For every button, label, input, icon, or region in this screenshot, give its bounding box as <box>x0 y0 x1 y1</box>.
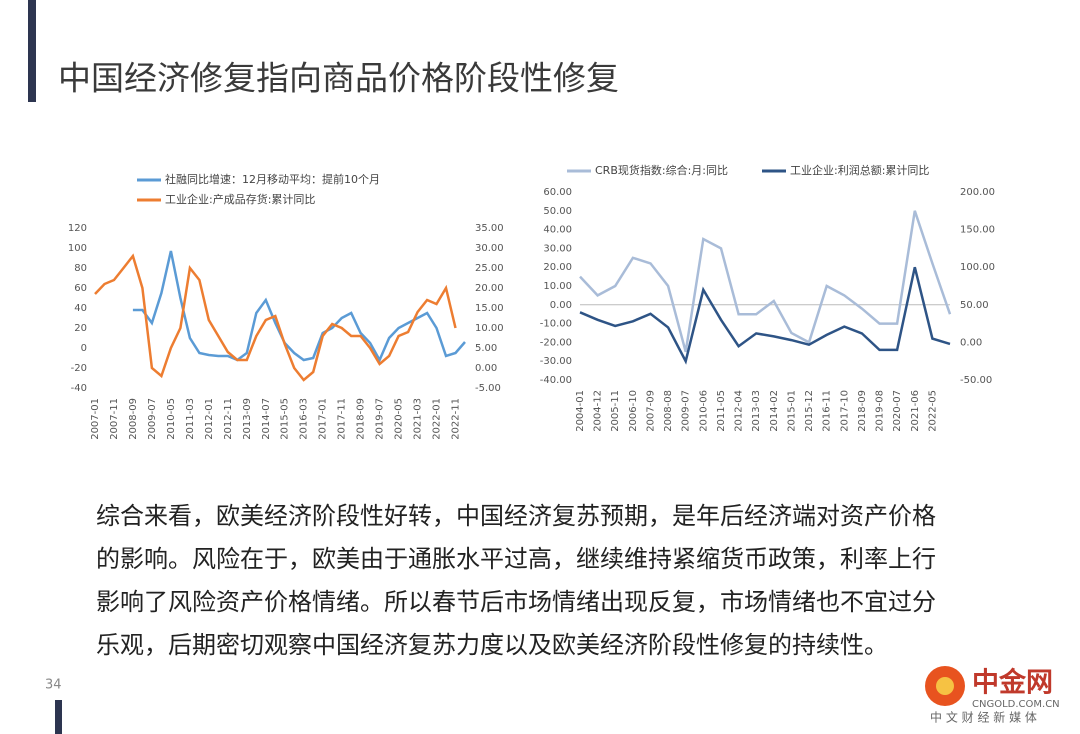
page-number: 34 <box>45 678 62 693</box>
y-tick-label: -10.00 <box>540 319 572 330</box>
y-tick-label: 10.00 <box>543 281 572 292</box>
y2-tick-label: -5.00 <box>475 383 501 394</box>
x-tick-label: 2021-06 <box>910 390 921 432</box>
y-tick-label: 20.00 <box>543 262 572 273</box>
x-tick-label: 2013-03 <box>751 390 762 432</box>
y2-tick-label: 100.00 <box>960 262 995 273</box>
y2-tick-label: 35.00 <box>475 223 504 234</box>
y-tick-label: 100 <box>68 243 87 254</box>
y-tick-label: 50.00 <box>543 206 572 217</box>
y-tick-label: -40 <box>71 383 87 394</box>
x-tick-label: 2007-01 <box>90 398 101 440</box>
x-tick-label: 2022-01 <box>432 398 443 440</box>
series-line <box>94 253 457 382</box>
body-text: 综合来看，欧美经济阶段性好转，中国经济复苏预期，是年后经济端对资产价格 的影响。… <box>96 495 936 667</box>
x-tick-label: 2017-11 <box>337 398 348 440</box>
x-tick-label: 2014-02 <box>769 390 780 432</box>
x-tick-label: 2015-01 <box>786 390 797 432</box>
x-tick-label: 2007-11 <box>109 398 120 440</box>
series-line <box>132 250 466 363</box>
x-tick-label: 2005-11 <box>610 390 621 432</box>
x-tick-label: 2016-11 <box>822 390 833 432</box>
series-line <box>579 266 951 365</box>
y2-tick-label: 50.00 <box>960 300 989 311</box>
y-tick-label: -20.00 <box>540 337 572 348</box>
x-tick-label: 2017-01 <box>318 398 329 440</box>
logo-tagline: 中 文 财 经 新 媒 体 <box>930 710 1037 725</box>
x-tick-label: 2012-04 <box>734 390 745 432</box>
y-tick-label: 0.00 <box>550 300 572 311</box>
x-tick-label: 2008-09 <box>128 398 139 440</box>
body-line: 的影响。风险在于，欧美由于通胀水平过高，继续维持紧缩货币政策，利率上行 <box>96 545 936 573</box>
y2-tick-label: 10.00 <box>475 323 504 334</box>
x-tick-label: 2008-08 <box>663 390 674 432</box>
x-tick-label: 2022-05 <box>927 390 938 432</box>
y-tick-label: 60.00 <box>543 187 572 198</box>
x-tick-label: 2004-01 <box>575 390 586 432</box>
y2-tick-label: 15.00 <box>475 303 504 314</box>
y-tick-label: 30.00 <box>543 243 572 254</box>
footer-bar <box>55 700 62 734</box>
y2-tick-label: 20.00 <box>475 283 504 294</box>
x-tick-label: 2018-09 <box>356 398 367 440</box>
logo-url: CNGOLD.COM.CN <box>972 699 1060 710</box>
series-line <box>579 210 952 353</box>
x-tick-label: 2010-05 <box>166 398 177 440</box>
body-line: 综合来看，欧美经济阶段性好转，中国经济复苏预期，是年后经济端对资产价格 <box>96 502 936 530</box>
x-tick-label: 2015-12 <box>804 390 815 432</box>
x-tick-label: 2020-05 <box>394 398 405 440</box>
legend-label: 工业企业:利润总额:累计同比 <box>790 163 929 177</box>
y2-tick-label: 25.00 <box>475 263 504 274</box>
y2-tick-label: 0.00 <box>475 363 497 374</box>
body-line: 乐观，后期密切观察中国经济复苏力度以及欧美经济阶段性修复的持续性。 <box>96 631 888 659</box>
x-tick-label: 2022-11 <box>451 398 462 440</box>
y2-tick-label: 0.00 <box>960 337 982 348</box>
x-tick-label: 2011-03 <box>185 398 196 440</box>
y-tick-label: 40 <box>74 303 87 314</box>
x-tick-label: 2019-08 <box>875 390 886 432</box>
y2-tick-label: 5.00 <box>475 343 497 354</box>
x-tick-label: 2009-07 <box>681 390 692 432</box>
y2-tick-label: 150.00 <box>960 225 995 236</box>
x-tick-label: 2014-07 <box>261 398 272 440</box>
y-tick-label: -20 <box>71 363 87 374</box>
y-tick-label: -40.00 <box>540 375 572 386</box>
x-tick-label: 2004-12 <box>593 390 604 432</box>
x-tick-label: 2012-11 <box>223 398 234 440</box>
body-line: 影响了风险资产价格情绪。所以春节后市场情绪出现反复，市场情绪也不宜过分 <box>96 588 936 616</box>
x-tick-label: 2020-07 <box>892 390 903 432</box>
x-tick-label: 2010-06 <box>698 390 709 432</box>
x-tick-label: 2013-09 <box>242 398 253 440</box>
y-tick-label: -30.00 <box>540 356 572 367</box>
y-tick-label: 120 <box>68 223 87 234</box>
legend-label: 工业企业:产成品存货:累计同比 <box>165 192 315 206</box>
y-tick-label: 0 <box>81 343 87 354</box>
y-tick-label: 80 <box>74 263 87 274</box>
x-tick-label: 2006-10 <box>628 390 639 432</box>
y-tick-label: 60 <box>74 283 87 294</box>
x-tick-label: 2016-03 <box>299 398 310 440</box>
x-tick-label: 2019-07 <box>375 398 386 440</box>
x-tick-label: 2015-05 <box>280 398 291 440</box>
x-tick-label: 2011-05 <box>716 390 727 432</box>
x-tick-label: 2021-03 <box>413 398 424 440</box>
x-tick-label: 2007-09 <box>645 390 656 432</box>
y-tick-label: 40.00 <box>543 225 572 236</box>
x-tick-label: 2018-09 <box>857 390 868 432</box>
x-tick-label: 2009-07 <box>147 398 158 440</box>
x-tick-label: 2017-10 <box>839 390 850 432</box>
title-bar <box>28 0 36 102</box>
y2-tick-label: 30.00 <box>475 243 504 254</box>
logo-text: 中金网 <box>972 667 1053 699</box>
slide-title: 中国经济修复指向商品价格阶段性修复 <box>58 59 619 98</box>
y-tick-label: 20 <box>74 323 87 334</box>
x-tick-label: 2012-01 <box>204 398 215 440</box>
y2-tick-label: 200.00 <box>960 187 995 198</box>
y2-tick-label: -50.00 <box>960 375 992 386</box>
legend-label: CRB现货指数:综合:月:同比 <box>595 163 728 177</box>
legend-label: 社融同比增速：12月移动平均：提前10个月 <box>165 172 380 186</box>
logo-icon-inner <box>936 677 954 695</box>
